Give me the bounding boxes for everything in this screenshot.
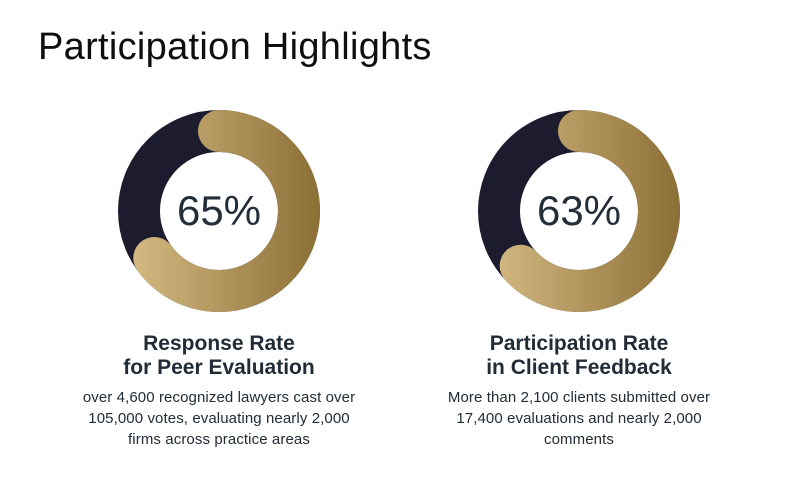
stat-heading-line: Response Rate [143,332,295,355]
percent-label-peer-evaluation: 65% [176,187,262,234]
donut-value-segment [133,110,320,312]
donut-svg-client-feedback [478,110,680,312]
stat-heading-line: Participation Rate [489,332,669,355]
donut-chart-peer-evaluation: 65% [118,110,320,312]
donut-svg-peer-evaluation [118,110,320,312]
stat-panel-peer-evaluation: 65% Response Rate for Peer Evaluation ov… [49,110,389,450]
stat-description-peer-evaluation: over 4,600 recognized lawyers cast over … [49,387,389,450]
stat-heading-peer-evaluation: Response Rate for Peer Evaluation [49,332,389,380]
donut-value-segment [499,110,680,312]
donut-chart-client-feedback: 63% [478,110,680,312]
stat-heading-line: for Peer Evaluation [123,356,315,379]
percent-label-client-feedback: 63% [536,187,622,234]
stat-heading-client-feedback: Participation Rate in Client Feedback [409,332,749,380]
stat-panel-client-feedback: 63% Participation Rate in Client Feedbac… [409,110,749,450]
page-title: Participation Highlights [38,26,432,68]
stat-description-line: comments [544,431,614,448]
stat-description-line: 105,000 votes, evaluating nearly 2,000 [88,410,350,427]
stat-heading-line: in Client Feedback [486,356,672,379]
stat-description-line: More than 2,100 clients submitted over [447,389,711,406]
stat-description-line: firms across practice areas [128,431,310,448]
stat-description-client-feedback: More than 2,100 clients submitted over 1… [409,387,749,450]
stat-description-line: over 4,600 recognized lawyers cast over [82,389,356,406]
stat-description-line: 17,400 evaluations and nearly 2,000 [456,410,702,427]
